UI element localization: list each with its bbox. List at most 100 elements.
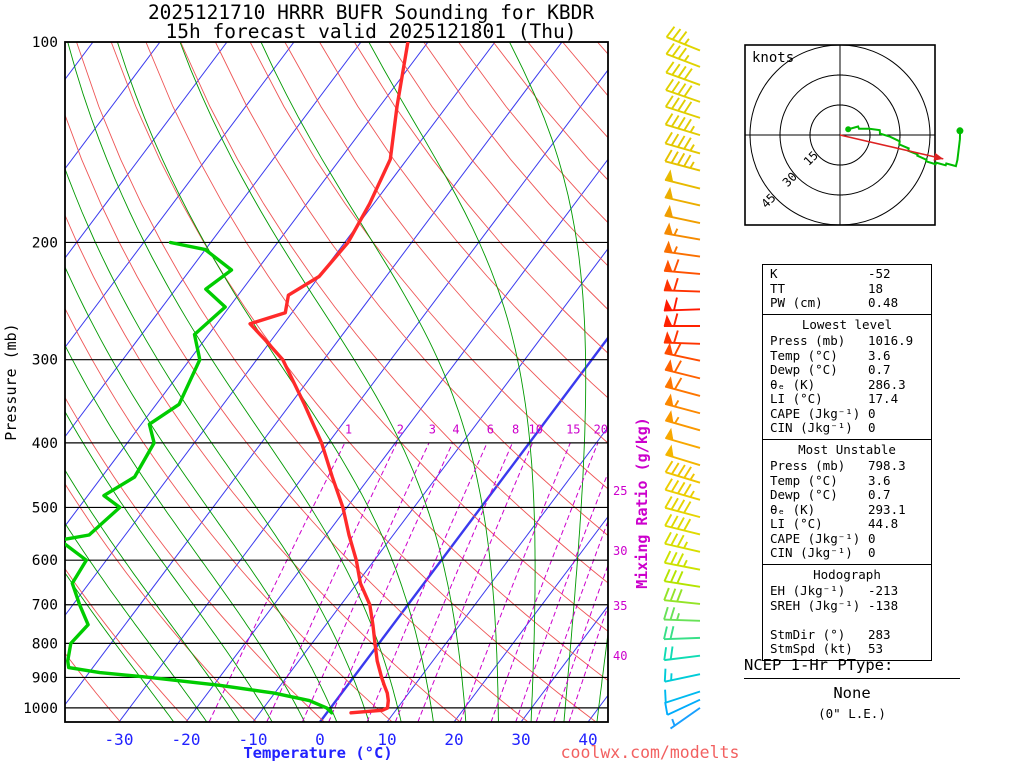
mixing-ratio-line bbox=[568, 604, 608, 722]
stat-row: StmSpd (kt) 53 bbox=[763, 641, 931, 657]
watermark-text: coolwx.com/modelts bbox=[561, 743, 740, 762]
isotherm-line bbox=[386, 426, 608, 722]
dry-adiabat-line bbox=[458, 42, 608, 224]
stat-value: 53 bbox=[868, 641, 884, 656]
wind-barb bbox=[665, 42, 701, 68]
dry-adiabat-line bbox=[214, 42, 608, 537]
moist-adiabat-line bbox=[596, 630, 608, 722]
sounding-profiles bbox=[65, 42, 410, 715]
stat-section: Most Unstable Press (mb) 798.3 Temp (°C) 3.6… bbox=[763, 438, 931, 564]
stat-section: Lowest level Press (mb) 1016.9 Temp (°C) 3.6… bbox=[763, 313, 931, 439]
stat-label: Press (mb) bbox=[770, 333, 846, 348]
isotherm-line bbox=[319, 336, 608, 722]
stat-label: θₑ (K) bbox=[770, 376, 816, 392]
stats-panel: K -52 TT 18 PW (cm) 0.48 Lowest level Press (mb… bbox=[762, 264, 932, 661]
wind-barb bbox=[663, 626, 701, 641]
pressure-tick-label: 500 bbox=[32, 500, 58, 516]
mixing-ratio-edge-label: 40 bbox=[613, 649, 627, 663]
stat-label: PW (cm) bbox=[770, 295, 823, 310]
hodograph-trace bbox=[847, 125, 962, 168]
stat-value: -213 bbox=[868, 583, 899, 598]
wind-barb bbox=[664, 169, 701, 190]
moist-adiabat-line bbox=[65, 469, 241, 722]
mixing-ratio-edge-label: 30 bbox=[613, 544, 627, 558]
mixing-ratio-line bbox=[301, 442, 430, 722]
moist-adiabat-line bbox=[179, 42, 467, 722]
mixing-ratio-line bbox=[266, 442, 398, 722]
stat-row: Temp (°C) 3.6 bbox=[763, 472, 931, 489]
pressure-tick-label: 400 bbox=[32, 436, 58, 452]
wind-barb bbox=[664, 342, 701, 362]
storm-motion-arrow bbox=[839, 134, 944, 160]
stat-row: K -52 bbox=[763, 266, 931, 282]
stat-value: 0 bbox=[868, 420, 876, 435]
temperature-tick-label: 0 bbox=[315, 730, 325, 749]
stat-value: 0.7 bbox=[868, 362, 891, 377]
isotherm-line bbox=[118, 69, 608, 722]
moist-adiabat-line bbox=[65, 410, 273, 722]
wind-barb bbox=[664, 496, 701, 519]
isotherm-line bbox=[453, 515, 608, 722]
pressure-tick-label: 100 bbox=[32, 35, 58, 51]
isotherm-line bbox=[65, 42, 161, 170]
wind-barb bbox=[663, 277, 701, 293]
mixing-ratio-line bbox=[208, 442, 346, 722]
temperature-tick-label: -10 bbox=[239, 730, 268, 749]
stat-label: CIN (Jkg⁻¹) bbox=[770, 545, 853, 560]
wind-barb bbox=[664, 460, 701, 484]
stat-value: 0 bbox=[868, 405, 876, 421]
wind-barb bbox=[664, 186, 701, 207]
wind-barb bbox=[663, 550, 701, 571]
mixing-ratio-edge-label: 35 bbox=[613, 599, 627, 613]
dewpoint-curve bbox=[65, 240, 334, 715]
stat-label: CIN (Jkg⁻¹) bbox=[770, 420, 853, 435]
wind-barb bbox=[663, 668, 701, 683]
hodograph-trace-end-dot bbox=[956, 127, 964, 135]
moist-adiabat-line bbox=[65, 265, 338, 722]
mixing-ratio-line bbox=[366, 442, 488, 722]
mixing-ratio-inline-label: 3 bbox=[429, 423, 436, 437]
wind-barb bbox=[664, 113, 701, 137]
ptype-title: NCEP 1-Hr PType: bbox=[744, 656, 960, 679]
stat-label: EH (Jkg⁻¹) bbox=[770, 583, 846, 598]
wind-barb bbox=[664, 513, 701, 536]
chart-title-line1: 2025121710 HRRR BUFR Sounding for KBDR bbox=[148, 1, 594, 24]
dry-adiabat-line bbox=[319, 42, 608, 399]
mixing-ratio-line bbox=[417, 442, 533, 722]
pressure-tick-label: 300 bbox=[32, 353, 58, 369]
temperature-curve bbox=[248, 42, 410, 715]
stat-value: 0 bbox=[868, 530, 876, 546]
wind-barb bbox=[663, 646, 701, 662]
plot-border bbox=[64, 41, 609, 723]
stat-label: LI (°C) bbox=[770, 391, 823, 406]
stat-row: Press (mb) 1016.9 bbox=[763, 333, 931, 349]
stat-value: 293.1 bbox=[868, 501, 906, 517]
pressure-tick-label: 900 bbox=[32, 670, 58, 686]
wind-barb bbox=[664, 410, 701, 432]
mixing-ratio-inline-label: 2 bbox=[397, 423, 404, 437]
mixing-ratio-inline-label: 10 bbox=[528, 423, 542, 437]
isotherm-line bbox=[65, 42, 429, 527]
stat-row: Press (mb) 798.3 bbox=[763, 458, 931, 474]
stat-label: Dewp (°C) bbox=[770, 487, 838, 502]
stat-label: Temp (°C) bbox=[770, 347, 838, 363]
temperature-axis-label: Temperature (°C) bbox=[243, 744, 392, 762]
dry-adiabat-line bbox=[65, 482, 257, 722]
wind-barb bbox=[664, 393, 701, 415]
stat-label: Temp (°C) bbox=[770, 472, 838, 488]
dry-adiabat-line bbox=[249, 42, 608, 490]
mixing-ratio-inline-label: 8 bbox=[512, 423, 519, 437]
moist-adiabat-line bbox=[260, 42, 499, 722]
ptype-value: None bbox=[833, 684, 871, 702]
mixing-ratio-line bbox=[535, 519, 608, 722]
stat-label: θₑ (K) bbox=[770, 501, 816, 517]
stat-row: PW (cm) 0.48 bbox=[763, 295, 931, 311]
stat-label: CAPE (Jkg⁻¹) bbox=[770, 405, 861, 421]
stat-value bbox=[868, 613, 931, 628]
stat-row: EH (Jkg⁻¹) -213 bbox=[763, 583, 931, 599]
dry-adiabat-line bbox=[65, 214, 461, 722]
mixing-ratio-inline-label: 4 bbox=[452, 423, 459, 437]
stat-label: StmDir (°) bbox=[770, 626, 846, 642]
